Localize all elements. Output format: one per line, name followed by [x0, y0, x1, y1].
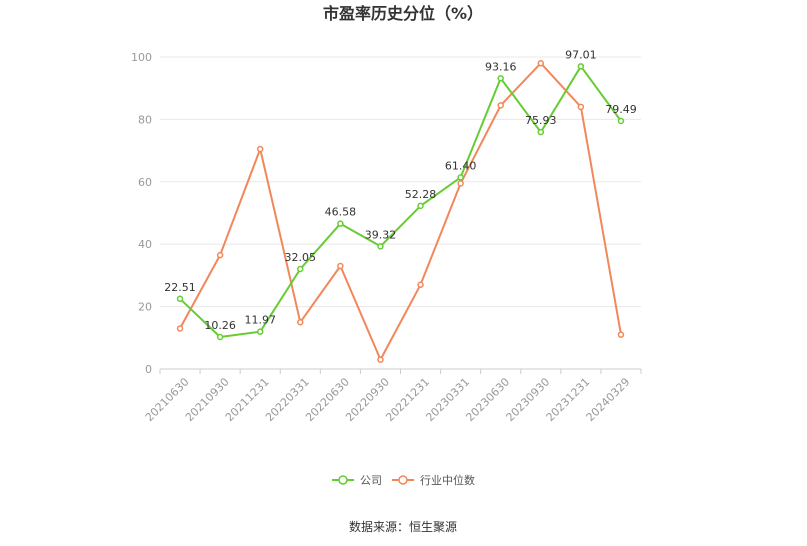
y-tick-label: 60 [138, 176, 152, 189]
data-point-company [497, 75, 504, 82]
data-label: 97.01 [565, 48, 597, 61]
data-point-company [577, 63, 585, 70]
data-label: 79.49 [605, 103, 637, 116]
legend-marker [338, 475, 348, 485]
y-tick-label: 40 [138, 238, 152, 251]
data-point-industry-median [497, 102, 504, 109]
legend-item-industry-median: 行业中位数 [392, 473, 475, 487]
data-point-company [377, 243, 384, 250]
data-label: 39.32 [365, 228, 397, 241]
data-point-industry-median [216, 251, 224, 259]
legend-marker [398, 475, 408, 485]
series-layer [176, 59, 625, 363]
data-point-industry-median [417, 281, 424, 289]
source-note: 数据来源：恒生聚源 [349, 519, 457, 534]
y-tick-label: 0 [145, 363, 152, 376]
data-label-layer: 22.51 10.26 11.97 32.05 46.58 39.32 52.28 61.40… [164, 48, 636, 332]
y-tick-label: 80 [138, 113, 152, 126]
data-point-industry-median [577, 103, 585, 111]
data-point-industry-median [337, 262, 344, 270]
data-point-industry-median [457, 180, 464, 187]
legend: 公司 行业中位数 [332, 473, 475, 487]
data-point-company [256, 328, 264, 335]
data-label: 11.97 [244, 314, 276, 327]
y-tick-label: 20 [138, 301, 152, 314]
x-tick-label: 20240329 [584, 375, 633, 424]
data-point-company [537, 128, 545, 136]
data-point-industry-median [256, 145, 264, 153]
data-point-company [417, 202, 424, 210]
y-tick-label: 100 [131, 51, 152, 64]
legend-label: 行业中位数 [420, 473, 475, 487]
data-label: 52.28 [405, 188, 437, 201]
data-label: 22.51 [164, 281, 196, 294]
data-point-industry-median [377, 356, 384, 363]
data-point-company [176, 295, 184, 303]
grid-layer [160, 56, 641, 308]
data-label: 10.26 [204, 319, 236, 332]
legend-label: 公司 [360, 474, 382, 487]
data-point-industry-median [176, 325, 184, 332]
data-point-industry-median [537, 59, 545, 67]
data-point-company [617, 117, 625, 125]
data-point-industry-median [297, 318, 304, 326]
data-label: 61.40 [445, 159, 477, 172]
data-point-company [297, 265, 304, 273]
data-label: 46.58 [325, 206, 357, 219]
series-line-company [179, 65, 622, 338]
data-label: 75.93 [525, 114, 557, 127]
data-point-industry-median [617, 331, 625, 338]
data-point-company [216, 333, 224, 341]
series-line-industry-median [179, 62, 622, 361]
data-label: 93.16 [485, 60, 517, 73]
data-label: 32.05 [285, 251, 317, 264]
data-point-company [457, 174, 464, 181]
legend-item-company: 公司 [332, 474, 382, 487]
data-point-company [337, 220, 344, 227]
chart-title: 市盈率历史分位（%） [323, 4, 483, 23]
